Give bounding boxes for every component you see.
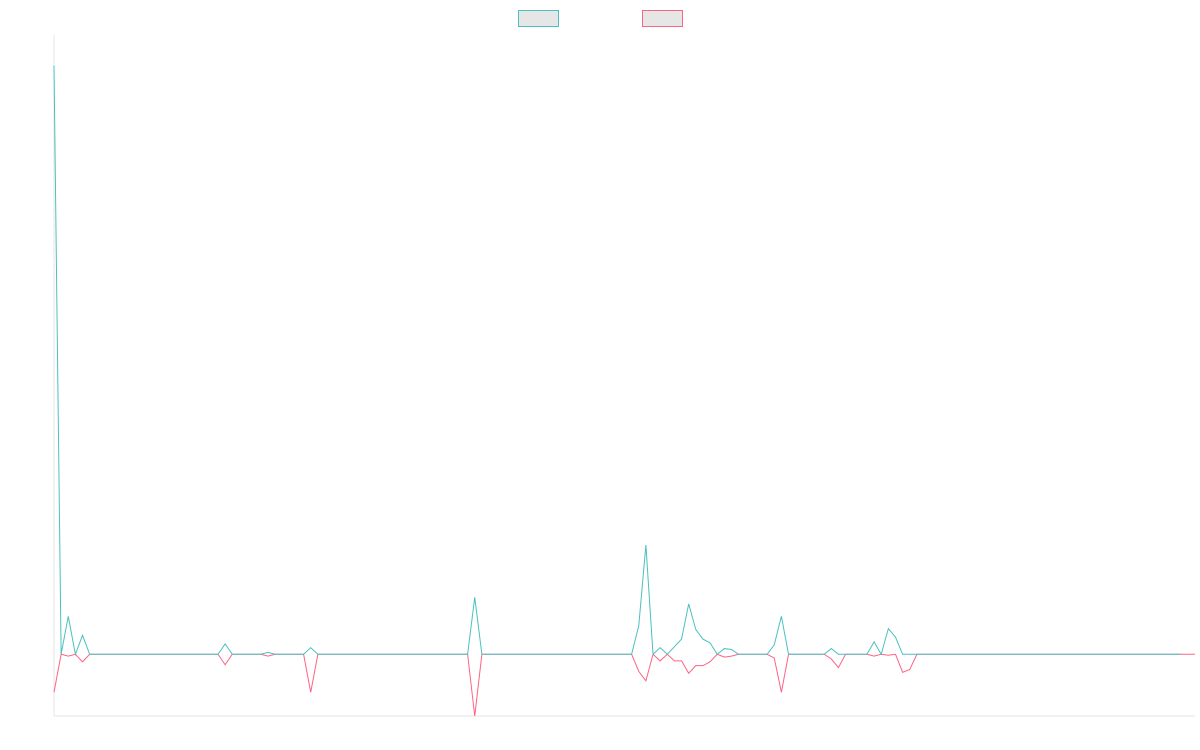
legend-swatch-2[interactable]	[642, 10, 683, 27]
series-lines	[53, 65, 1195, 717]
legend-swatch-1[interactable]	[518, 10, 559, 27]
axes	[53, 35, 1195, 717]
series-line-2	[53, 653, 1195, 717]
series-line-1	[53, 65, 1181, 657]
legend	[518, 10, 683, 27]
